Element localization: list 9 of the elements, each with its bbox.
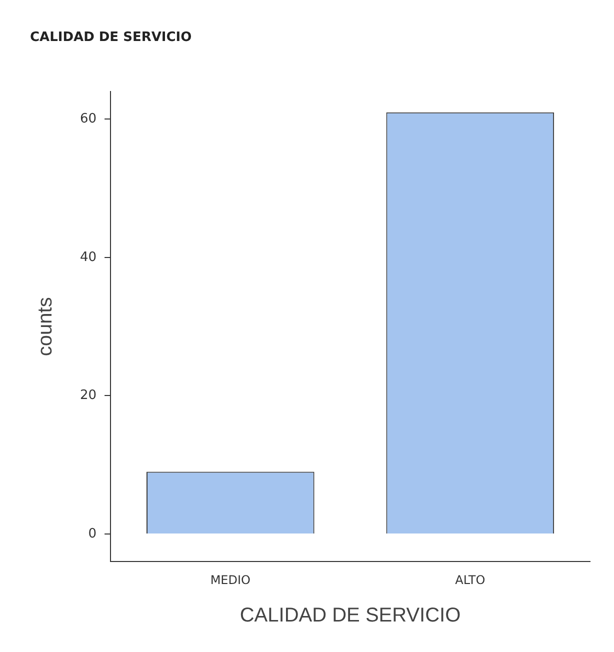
y-tick-label: 0 bbox=[88, 526, 97, 542]
x-tick-label: ALTO bbox=[455, 572, 486, 587]
y-tick-label: 60 bbox=[80, 112, 97, 127]
y-axis-title: counts bbox=[34, 297, 57, 356]
chart-title: CALIDAD DE SERVICIO bbox=[30, 30, 192, 46]
y-tick-label: 40 bbox=[80, 250, 97, 265]
y-tick-label: 20 bbox=[80, 388, 97, 404]
x-axis-title: CALIDAD DE SERVICIO bbox=[240, 604, 461, 627]
x-tick-label: MEDIO bbox=[210, 572, 250, 587]
